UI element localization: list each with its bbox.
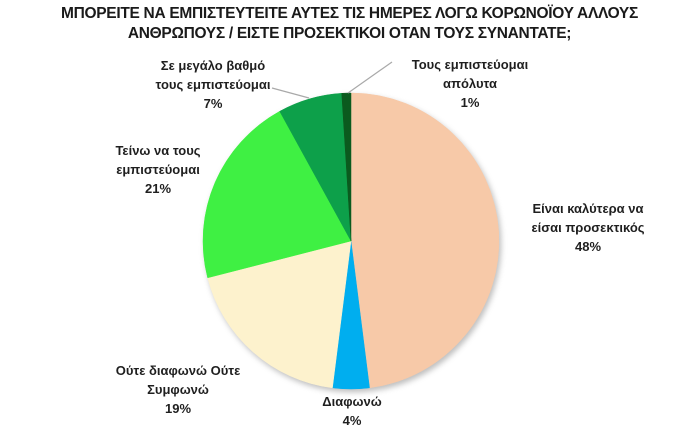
pie-slice-3 [202,110,352,279]
slice-label-line: Ούτε διαφωνώ Ούτε [115,363,241,378]
slice-label-line: τους εμπιστεύομαι [155,77,271,92]
slice-label-pct: 7% [203,96,223,111]
slice-label-pct: 19% [164,401,192,416]
slice-label-largely-trust: Σε μεγάλο βαθμό τους εμπιστεύομαι 7% [118,56,308,113]
slice-label-line: Είναι καλύτερα να [532,201,644,216]
slice-label-pct: 4% [342,413,362,428]
slice-label-line: Τείνω να τους [115,143,201,158]
pie-slice-5 [341,92,352,242]
slice-label-line: Τους εμπιστεύομαι [411,57,529,72]
slice-label-pct: 48% [574,239,602,254]
slice-label-tend-to-trust: Τείνω να τους εμπιστεύομαι 21% [78,141,238,198]
chart-title-line1: ΜΠΟΡΕΙΤΕ ΝΑ ΕΜΠΙΣΤΕΥΤΕΙΤΕ ΑΥΤΕΣ ΤΙΣ ΗΜΕΡ… [61,5,638,22]
pie-slice-2 [207,240,352,389]
slice-label-pct: 1% [460,95,480,110]
slice-label-neither: Ούτε διαφωνώ Ούτε Συμφωνώ 19% [88,361,268,418]
leader-line-7pct [271,87,310,99]
slice-label-fully-trust: Τους εμπιστεύομαι απόλυτα 1% [380,55,560,112]
slice-label-disagree: Διαφωνώ 4% [302,392,402,428]
pie-slices-group [202,92,500,390]
pie-slice-0 [350,92,500,389]
leader-line-1pct [347,61,393,94]
slice-label-line: εμπιστεύομαι [116,162,200,177]
slice-label-line: Συμφωνώ [147,382,209,397]
slice-label-line: Διαφωνώ [322,394,382,409]
slice-label-line: απόλυτα [443,76,497,91]
chart-title-line2: ΑΝΘΡΩΠΟΥΣ / ΕΙΣΤΕ ΠΡΟΣΕΚΤΙΚΟΙ ΟΤΑΝ ΤΟΥΣ … [127,25,572,42]
slice-label-pct: 21% [144,181,172,196]
slice-label-better-careful: Είναι καλύτερα να είσαι προσεκτικός 48% [498,199,678,256]
slice-label-line: Σε μεγάλο βαθμό [160,58,266,73]
slice-label-line: είσαι προσεκτικός [531,220,645,235]
chart-title: ΜΠΟΡΕΙΤΕ ΝΑ ΕΜΠΙΣΤΕΥΤΕΙΤΕ ΑΥΤΕΣ ΤΙΣ ΗΜΕΡ… [0,4,699,44]
